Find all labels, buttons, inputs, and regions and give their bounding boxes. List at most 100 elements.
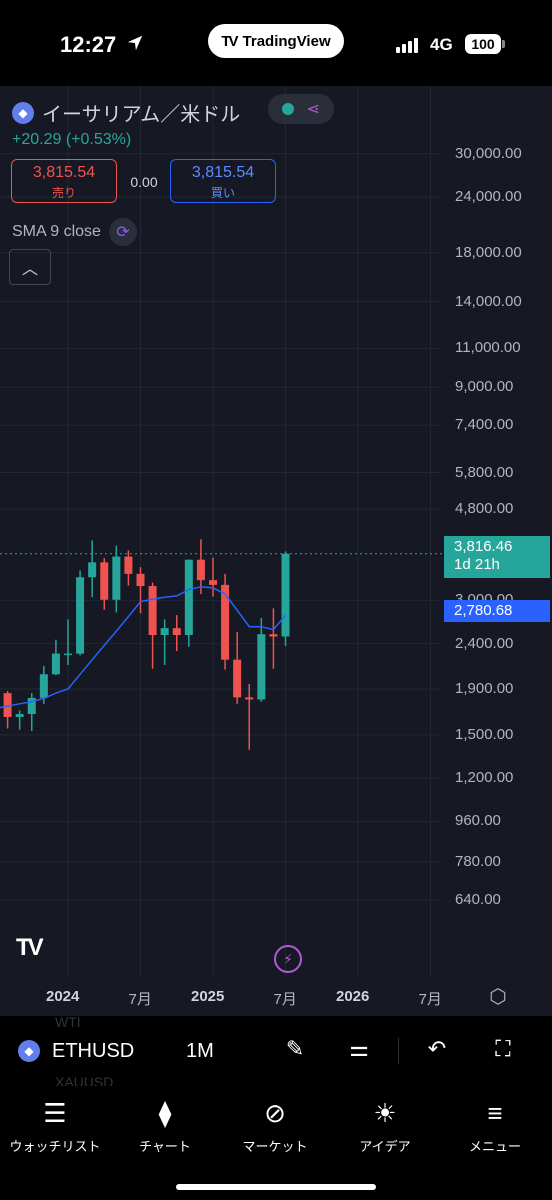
nav-watchlist[interactable]: ☰ ウォッチリスト: [0, 1096, 110, 1155]
ethereum-icon: ◆: [12, 101, 34, 124]
candle-up[interactable]: [257, 634, 266, 700]
candle-up[interactable]: [15, 714, 24, 717]
market-open-dot-icon: [282, 103, 295, 115]
sell-price: 3,815.54: [32, 164, 96, 181]
time-axis-label: 2024: [46, 988, 80, 1005]
pen-icon[interactable]: ✎: [285, 1036, 305, 1061]
undo-icon[interactable]: ↶: [427, 1036, 447, 1061]
interval-selector[interactable]: 1M: [186, 1040, 214, 1062]
last-price: 3,816.46: [454, 538, 513, 555]
toolbar-divider: [398, 1038, 399, 1064]
candle-down[interactable]: [148, 586, 157, 635]
candle-down[interactable]: [3, 693, 12, 717]
buy-label: 買い: [210, 186, 235, 200]
watchlist-icon: ☰: [43, 1098, 67, 1128]
candle-up[interactable]: [27, 697, 36, 715]
time-axis-label: 7月: [418, 991, 442, 1008]
symbol-header[interactable]: ◆ イーサリアム／米ドル: [12, 98, 240, 127]
candle-up[interactable]: [39, 674, 48, 698]
candle-up[interactable]: [281, 553, 290, 637]
candle-down[interactable]: [100, 562, 109, 600]
chart-icon: ⧫: [158, 1098, 172, 1128]
nav-label: ウォッチリスト: [9, 1139, 101, 1154]
indicator-label: SMA 9 close: [12, 223, 101, 240]
sma-price-tag: 2,780.68: [444, 600, 550, 622]
collapse-legend-button[interactable]: ︿: [9, 249, 51, 285]
sell-button[interactable]: 3,815.54 売り: [11, 159, 117, 203]
time-axis-label: 7月: [128, 991, 152, 1008]
candle-down[interactable]: [269, 634, 278, 637]
nav-label: マーケット: [242, 1139, 308, 1154]
price-axis-label: 7,400.00: [455, 416, 514, 434]
menu-icon: ≡: [487, 1098, 503, 1128]
sliders-icon[interactable]: ⚌: [349, 1036, 369, 1061]
price-axis-label: 5,800.00: [455, 463, 514, 481]
price-axis-label: 14,000.00: [455, 292, 522, 310]
chart-area[interactable]: ◆ イーサリアム／米ドル ⋖ +20.29 (+0.53%) 3,815.54 …: [0, 86, 552, 1016]
ethereum-icon: ◆: [18, 1040, 40, 1062]
price-axis-label: 24,000.00: [455, 188, 522, 205]
candle-down[interactable]: [245, 697, 254, 700]
price-axis-label: 4,800.00: [455, 500, 514, 518]
battery-tip: [502, 40, 505, 48]
time-axis-label: 7月: [273, 991, 297, 1008]
sma-line: [0, 585, 287, 709]
candle-down[interactable]: [196, 559, 205, 581]
home-indicator[interactable]: [176, 1184, 376, 1190]
price-axis-label: 780.00: [455, 852, 501, 870]
last-price-tag: 3,816.46 1d 21h: [444, 536, 550, 578]
ghost-symbol-top: WTI: [55, 1014, 81, 1030]
symbol-title: イーサリアム／米ドル: [42, 104, 241, 126]
price-change: +20.29 (+0.53%): [12, 131, 132, 148]
axis-settings-icon[interactable]: ⬡: [489, 986, 507, 1008]
candle-up[interactable]: [112, 556, 121, 600]
candle-up[interactable]: [88, 562, 97, 578]
tradingview-logo-icon: TV: [221, 32, 238, 50]
candle-down[interactable]: [233, 659, 242, 698]
buy-button[interactable]: 3,815.54 買い: [170, 159, 276, 203]
candle-up[interactable]: [51, 653, 60, 675]
battery-icon: 100: [465, 34, 501, 54]
market-status-toggle[interactable]: ⋖: [268, 94, 334, 124]
price-axis-label: 1,200.00: [455, 769, 514, 787]
share-icon[interactable]: ⋖: [306, 101, 320, 118]
nav-label: アイデア: [359, 1139, 411, 1154]
candle-up[interactable]: [184, 559, 193, 635]
price-axis-label: 1,900.00: [455, 680, 514, 697]
status-bar: 12:27 TV TradingView 4G 100: [0, 0, 552, 86]
spread-value: 0.00: [130, 174, 158, 190]
bottom-nav: ☰ ウォッチリスト ⧫ チャート ⊘ マーケット ☀ アイデア ≡ メニュー: [0, 1086, 552, 1200]
refresh-icon[interactable]: ⟳: [108, 218, 137, 246]
candle-down[interactable]: [124, 556, 133, 574]
price-axis-label: 30,000.00: [455, 144, 522, 162]
candle-down[interactable]: [209, 580, 217, 585]
candle-down[interactable]: [172, 628, 181, 635]
signal-icon: [396, 38, 418, 53]
time-axis-label: 2025: [191, 988, 225, 1005]
nav-chart[interactable]: ⧫ チャート: [110, 1096, 220, 1155]
tradingview-pill[interactable]: TV TradingView: [208, 24, 344, 58]
nav-menu[interactable]: ≡ メニュー: [440, 1096, 550, 1155]
nav-market[interactable]: ⊘ マーケット: [220, 1096, 330, 1155]
sell-label: 売り: [51, 186, 76, 200]
candle-down[interactable]: [221, 584, 230, 660]
lightning-icon[interactable]: ⚡: [274, 945, 302, 973]
symbol-selector[interactable]: ETHUSD: [52, 1040, 135, 1062]
nav-ideas[interactable]: ☀ アイデア: [330, 1096, 440, 1155]
location-arrow-icon: [127, 35, 143, 51]
price-axis-label: 18,000.00: [455, 243, 522, 261]
price-axis-label: 960.00: [455, 812, 501, 830]
candle-down[interactable]: [136, 573, 145, 587]
nav-label: チャート: [139, 1139, 191, 1154]
candle-up[interactable]: [64, 653, 72, 656]
price-axis-label: 9,000.00: [455, 378, 514, 396]
network-type: 4G: [430, 35, 453, 54]
candle-up[interactable]: [160, 628, 169, 635]
price-axis-label: 11,000.00: [455, 339, 521, 357]
fullscreen-icon[interactable]: ⛶: [495, 1036, 511, 1061]
candlestick-chart[interactable]: [0, 86, 552, 1016]
nav-label: メニュー: [468, 1139, 521, 1154]
candle-up[interactable]: [76, 577, 85, 654]
indicator-legend[interactable]: SMA 9 close ⟳: [12, 218, 137, 246]
price-axis-label: 2,400.00: [455, 634, 514, 652]
